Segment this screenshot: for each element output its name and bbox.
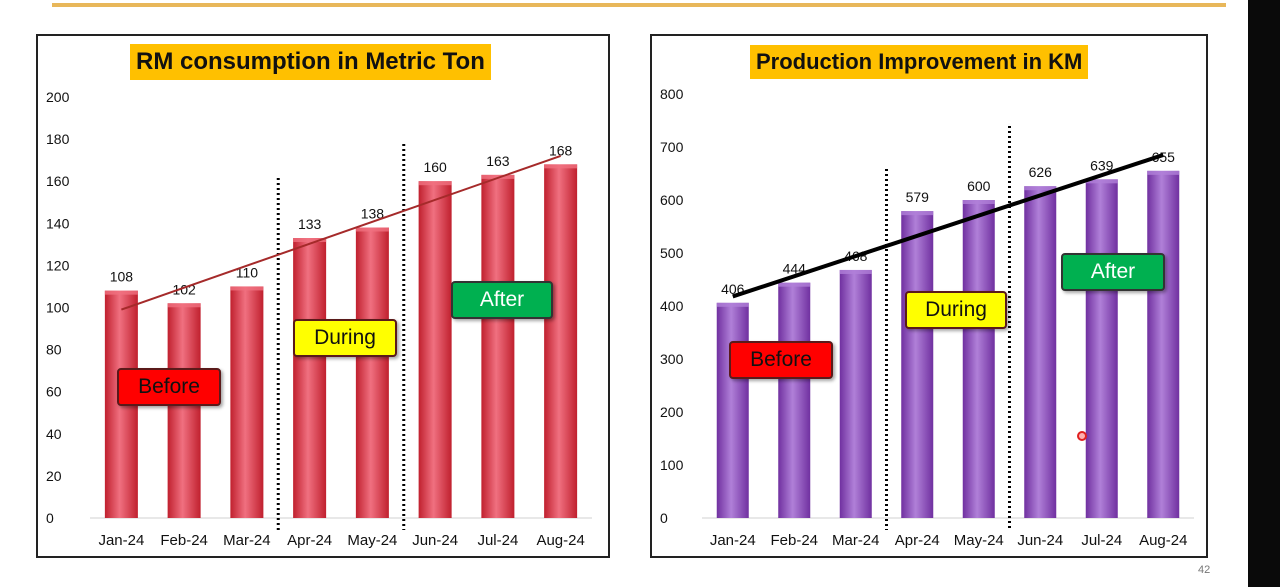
bar-cap bbox=[962, 200, 995, 204]
y-tick-label: 100 bbox=[660, 457, 684, 473]
y-tick-label: 0 bbox=[660, 510, 668, 526]
y-tick-label: 60 bbox=[46, 384, 62, 400]
data-label: 133 bbox=[298, 216, 322, 232]
phase-label-after: After bbox=[451, 281, 553, 319]
y-tick-label: 500 bbox=[660, 245, 684, 261]
bar-cap bbox=[167, 303, 201, 308]
bar-cap bbox=[901, 211, 934, 216]
bar-cap bbox=[1024, 186, 1057, 191]
bar bbox=[481, 174, 515, 518]
x-tick-label: Aug-24 bbox=[536, 532, 584, 549]
bar bbox=[716, 302, 749, 518]
bar bbox=[839, 269, 872, 518]
x-tick-label: Aug-24 bbox=[1139, 532, 1187, 549]
y-tick-label: 400 bbox=[660, 298, 684, 314]
bar bbox=[544, 164, 578, 519]
bar bbox=[1085, 179, 1118, 518]
data-label: 108 bbox=[110, 269, 134, 285]
chart-title: RM consumption in Metric Ton bbox=[130, 44, 491, 80]
bar bbox=[778, 282, 811, 518]
y-tick-label: 80 bbox=[46, 342, 62, 358]
y-tick-label: 200 bbox=[46, 89, 70, 105]
y-tick-label: 800 bbox=[660, 86, 684, 102]
bar bbox=[962, 200, 995, 518]
phase-label-before: Before bbox=[729, 341, 833, 379]
y-tick-label: 600 bbox=[660, 192, 684, 208]
y-tick-label: 120 bbox=[46, 257, 70, 273]
x-tick-label: Jun-24 bbox=[1017, 532, 1063, 549]
x-tick-label: May-24 bbox=[347, 532, 397, 549]
phase-label-after: After bbox=[1061, 253, 1165, 291]
data-label: 579 bbox=[906, 189, 930, 205]
x-tick-label: Mar-24 bbox=[223, 532, 271, 549]
bar-cap bbox=[1085, 179, 1118, 184]
bar bbox=[167, 303, 201, 518]
data-label: 626 bbox=[1029, 164, 1053, 180]
x-tick-label: Feb-24 bbox=[770, 532, 818, 549]
y-tick-label: 140 bbox=[46, 215, 70, 231]
data-label: 168 bbox=[549, 142, 573, 158]
bar-cap bbox=[293, 238, 327, 243]
bar-cap bbox=[104, 290, 138, 295]
phase-label-during: During bbox=[905, 291, 1007, 329]
y-tick-label: 200 bbox=[660, 404, 684, 420]
data-label: 160 bbox=[423, 159, 447, 175]
y-tick-label: 100 bbox=[46, 300, 70, 316]
bar bbox=[1024, 186, 1057, 518]
bar bbox=[293, 238, 327, 518]
x-tick-label: Jan-24 bbox=[710, 532, 756, 549]
cursor-dot bbox=[1077, 431, 1087, 441]
y-tick-label: 300 bbox=[660, 351, 684, 367]
x-tick-label: Apr-24 bbox=[895, 532, 940, 549]
y-tick-label: 20 bbox=[46, 468, 62, 484]
bar-cap bbox=[355, 227, 389, 232]
data-label: 110 bbox=[236, 264, 259, 280]
bar-cap bbox=[1147, 170, 1180, 175]
x-tick-label: Feb-24 bbox=[160, 532, 208, 549]
trend-line bbox=[121, 154, 561, 311]
data-label: 163 bbox=[486, 153, 510, 169]
data-label: 138 bbox=[361, 206, 385, 222]
data-label: 639 bbox=[1090, 157, 1114, 173]
trend-line bbox=[732, 153, 1164, 299]
x-tick-label: Jul-24 bbox=[1081, 532, 1122, 549]
data-label: 600 bbox=[967, 178, 991, 194]
phase-label-during: During bbox=[293, 319, 397, 357]
bar-cap bbox=[778, 282, 811, 287]
bar bbox=[355, 227, 389, 518]
x-tick-label: Apr-24 bbox=[287, 532, 332, 549]
y-tick-label: 180 bbox=[46, 131, 70, 147]
x-tick-label: Mar-24 bbox=[832, 532, 880, 549]
rm-consumption-chart-panel: 0 20 40 60 80 100 120 140 160 180 200 108 Jan-24 102 F… bbox=[36, 34, 610, 558]
bar-cap bbox=[230, 286, 264, 291]
y-tick-label: 40 bbox=[46, 426, 62, 442]
bar-cap bbox=[418, 181, 452, 186]
phase-label-before: Before bbox=[117, 368, 221, 406]
bar bbox=[901, 211, 934, 518]
bar-cap bbox=[716, 302, 749, 307]
bar bbox=[230, 286, 264, 518]
bar bbox=[418, 181, 452, 518]
bar bbox=[1147, 170, 1180, 518]
bar-cap bbox=[839, 269, 872, 274]
x-tick-label: May-24 bbox=[954, 532, 1004, 549]
production-improvement-chart: 0100200300400500600700800406Jan-24444Feb… bbox=[660, 86, 1194, 549]
slide: 0 20 40 60 80 100 120 140 160 180 200 108 Jan-24 102 F… bbox=[0, 0, 1248, 587]
rm-consumption-chart: 020406080100120140160180200108Jan-24102F… bbox=[46, 89, 592, 549]
production-improvement-chart-panel: 0 100 200 300 400 500 600 700 800 406 Jan-24 444 Feb… bbox=[650, 34, 1208, 558]
bar-cap bbox=[544, 164, 578, 169]
top-rule bbox=[52, 3, 1226, 7]
x-tick-label: Jun-24 bbox=[412, 532, 458, 549]
window-edge bbox=[1248, 0, 1280, 587]
chart-title: Production Improvement in KM bbox=[750, 45, 1089, 79]
y-tick-label: 160 bbox=[46, 173, 70, 189]
y-tick-label: 700 bbox=[660, 139, 684, 155]
y-tick-label: 0 bbox=[46, 510, 54, 526]
page-number: 42 bbox=[1198, 564, 1211, 576]
x-tick-label: Jan-24 bbox=[98, 532, 144, 549]
x-tick-label: Jul-24 bbox=[477, 532, 518, 549]
